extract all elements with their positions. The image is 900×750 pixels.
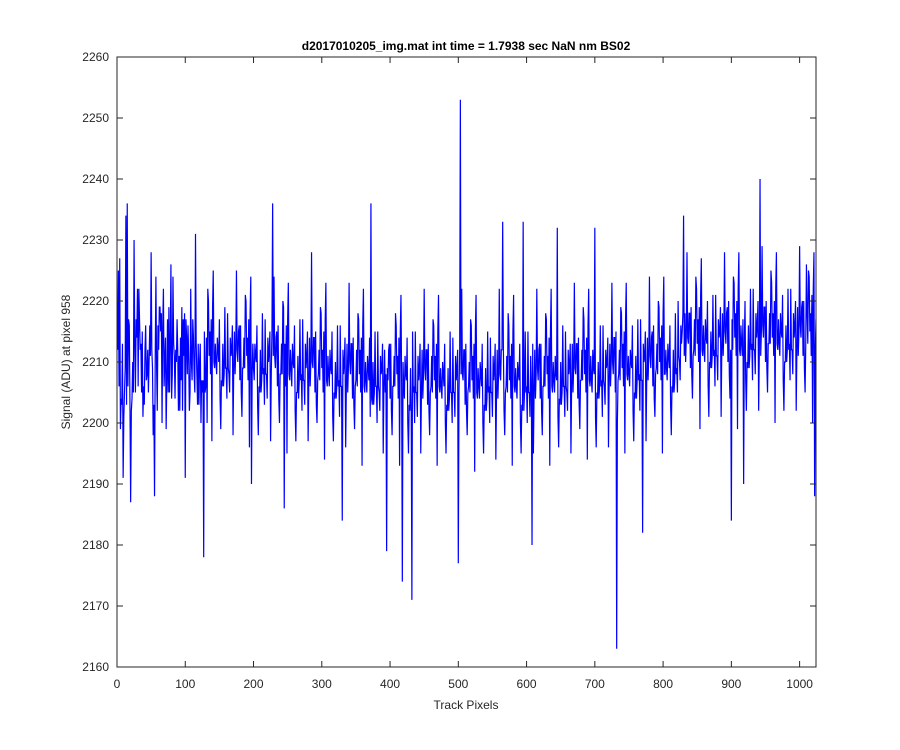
x-tick-label: 200 [244,677,264,691]
y-tick-label: 2160 [82,660,109,674]
y-tick-label: 2170 [82,599,109,613]
y-axis: 2160 2170 2180 2190 2200 2210 2220 2230 2240 2250… [82,50,816,674]
x-axis: 0 100 200 300 400 500 600 700 800 900 1000 [114,57,813,691]
y-tick-label: 2180 [82,538,109,552]
y-tick-label: 2190 [82,477,109,491]
signal-line [117,99,816,649]
y-tick-label: 2250 [82,111,109,125]
x-tick-label: 500 [448,677,468,691]
y-tick-label: 2210 [82,355,109,369]
x-tick-label: 600 [517,677,537,691]
y-tick-label: 2260 [82,50,109,64]
x-tick-label: 1000 [786,677,813,691]
x-tick-label: 0 [114,677,121,691]
y-tick-label: 2230 [82,233,109,247]
y-tick-label: 2240 [82,172,109,186]
y-tick-label: 2200 [82,416,109,430]
plot-area [116,56,817,668]
x-tick-label: 300 [312,677,332,691]
x-tick-label: 800 [653,677,673,691]
chart-title: d2017010205_img.mat int time = 1.7938 se… [302,39,631,53]
y-tick-label: 2220 [82,294,109,308]
y-axis-title: Signal (ADU) at pixel 958 [59,294,73,429]
x-tick-label: 700 [585,677,605,691]
x-axis-title: Track Pixels [434,698,499,712]
x-tick-label: 900 [721,677,741,691]
x-tick-label: 100 [175,677,195,691]
x-tick-label: 400 [380,677,400,691]
